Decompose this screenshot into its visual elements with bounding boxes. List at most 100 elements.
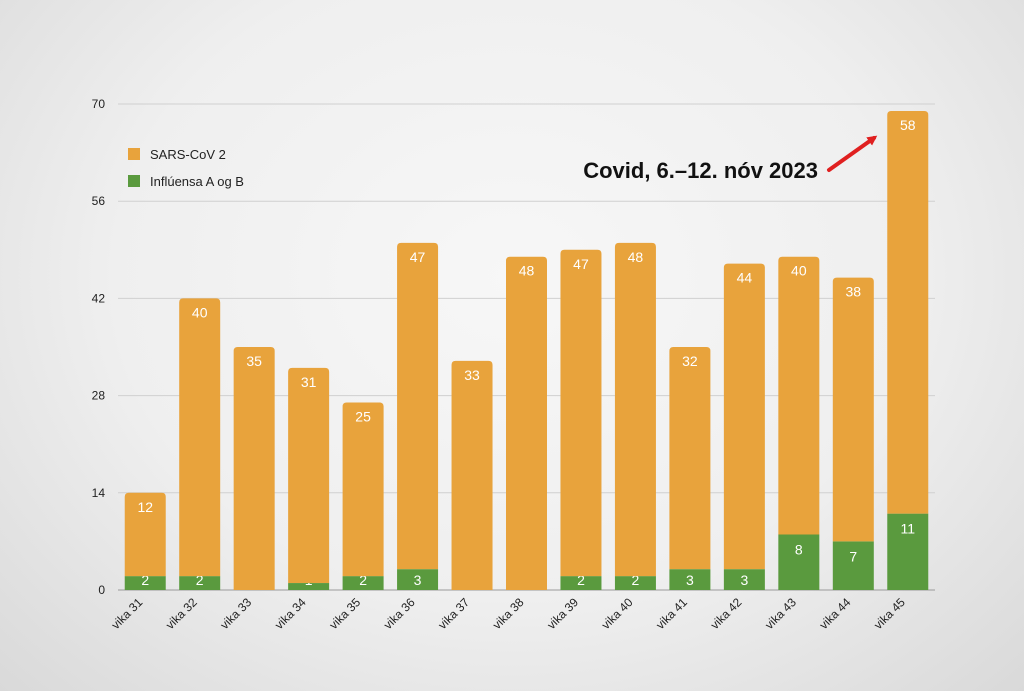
bar-segment-sars-cov-2 — [124, 492, 166, 577]
bar-value-label: 40 — [791, 263, 807, 279]
y-tick-label: 14 — [92, 486, 106, 500]
bar-segment-sars-cov-2 — [342, 402, 384, 577]
bar-segment-sars-cov-2 — [560, 249, 602, 577]
bar-segment-influensa — [342, 576, 384, 590]
legend-label: SARS-CoV 2 — [150, 147, 226, 162]
legend: SARS-CoV 2 Inflúensa A og B — [128, 147, 244, 189]
bar-group-vika-34: 131 — [288, 367, 330, 590]
x-tick-label: vika 44 — [817, 595, 854, 632]
bar-group-vika-45: 11 58 — [887, 110, 929, 590]
bars: 2 12 2 40 35 131 2 25 3 47 33 48 2 47 2 48 3 32 3 44 8 40 7 38 1… — [124, 110, 929, 590]
bar-value-label: 25 — [355, 409, 371, 425]
bar-segment-sars-cov-2 — [506, 256, 547, 590]
bar-segment-influensa — [560, 576, 602, 590]
bar-value-label: 2 — [632, 572, 640, 588]
x-tick-label: vika 36 — [381, 595, 418, 632]
bar-segment-sars-cov-2 — [233, 347, 275, 590]
bar-segment-sars-cov-2 — [832, 277, 874, 542]
bar-value-label: 48 — [628, 249, 644, 265]
bar-segment-influensa — [288, 583, 330, 590]
bar-segment-sars-cov-2 — [288, 367, 330, 584]
bar-group-vika-36: 3 47 — [397, 242, 439, 590]
bar-value-label: 2 — [196, 572, 204, 588]
bar-segment-influensa — [397, 569, 439, 590]
x-tick-label: vika 43 — [762, 595, 799, 632]
x-tick-label: vika 42 — [708, 595, 745, 632]
bar-value-label: 48 — [519, 263, 535, 279]
bar-group-vika-32: 2 40 — [179, 298, 221, 590]
bar-group-vika-33: 35 — [233, 347, 275, 590]
bar-segment-influensa — [832, 541, 874, 590]
bar-value-label: 38 — [846, 284, 862, 300]
bar-segment-influensa — [179, 576, 221, 590]
bar-value-label: 33 — [464, 367, 480, 383]
bar-group-vika-42: 3 44 — [723, 263, 765, 590]
bar-value-label: 3 — [414, 572, 422, 588]
x-tick-label: vika 41 — [653, 595, 690, 632]
annotation: Covid, 6.–12. nóv 2023 — [583, 135, 878, 183]
bar-value-label: 12 — [137, 499, 153, 515]
bar-segment-sars-cov-2 — [397, 242, 439, 570]
bar-segment-sars-cov-2 — [887, 110, 929, 514]
bar-value-label: 7 — [849, 548, 857, 564]
y-tick-label: 42 — [92, 291, 106, 305]
x-tick-label: vika 31 — [109, 595, 146, 632]
annotation-text: Covid, 6.–12. nóv 2023 — [583, 158, 818, 183]
x-tick-label: vika 39 — [544, 595, 581, 632]
x-axis-labels: vika 31 vika 32 vika 33 vika 34 vika 35 vika … — [109, 595, 909, 632]
bar-segment-sars-cov-2 — [451, 360, 493, 590]
y-tick-label: 28 — [92, 389, 106, 403]
bar-value-label: 47 — [410, 249, 426, 265]
bar-value-label: 2 — [359, 572, 367, 588]
bar-group-vika-40: 2 48 — [614, 242, 656, 590]
bar-segment-influensa — [723, 569, 765, 590]
bar-segment-influensa — [778, 534, 820, 590]
x-tick-label: vika 37 — [435, 595, 472, 632]
bar-group-vika-37: 33 — [451, 360, 493, 590]
bar-group-vika-43: 8 40 — [778, 256, 820, 590]
y-tick-label: 70 — [92, 97, 106, 111]
bar-segment-sars-cov-2 — [669, 347, 711, 570]
bar-group-vika-39: 2 47 — [560, 249, 602, 590]
bar-segment-influensa — [669, 569, 711, 590]
bar-value-label: 2 — [141, 572, 149, 588]
bar-group-vika-44: 7 38 — [832, 277, 874, 590]
x-tick-label: vika 38 — [490, 595, 527, 632]
legend-swatch — [128, 148, 140, 160]
bar-segment-influensa — [124, 576, 166, 590]
legend-label: Inflúensa A og B — [150, 174, 244, 189]
bar-value-label: 35 — [246, 353, 262, 369]
bar-value-label: 11 — [900, 521, 915, 537]
x-tick-label: vika 33 — [217, 595, 254, 632]
annotation-arrow — [827, 135, 878, 172]
x-tick-label: vika 32 — [163, 595, 200, 632]
x-tick-label: vika 34 — [272, 595, 309, 632]
bar-value-label: 31 — [301, 374, 317, 390]
y-tick-label: 0 — [98, 583, 105, 597]
bar-value-label: 3 — [686, 572, 694, 588]
bar-value-label: 44 — [737, 270, 753, 286]
x-tick-label: vika 35 — [326, 595, 363, 632]
bar-value-label: 47 — [573, 256, 589, 272]
bar-group-vika-38: 48 — [506, 256, 547, 590]
bar-value-label: 58 — [900, 117, 916, 133]
bar-segment-sars-cov-2 — [723, 263, 765, 570]
bar-segment-influensa — [614, 576, 656, 590]
bar-segment-sars-cov-2 — [614, 242, 656, 577]
legend-swatch — [128, 175, 140, 187]
bar-value-label: 40 — [192, 304, 208, 320]
bar-group-vika-31: 2 12 — [124, 492, 166, 590]
bar-group-vika-35: 2 25 — [342, 402, 384, 590]
bar-segment-sars-cov-2 — [778, 256, 820, 535]
bar-segment-sars-cov-2 — [179, 298, 221, 577]
bar-group-vika-41: 3 32 — [669, 347, 711, 590]
bar-value-label: 2 — [577, 572, 585, 588]
y-tick-label: 56 — [92, 194, 106, 208]
x-tick-label: vika 45 — [871, 595, 908, 632]
bar-segment-influensa — [887, 513, 929, 590]
bar-value-label: 32 — [682, 353, 698, 369]
x-tick-label: vika 40 — [599, 595, 636, 632]
bar-value-label: 3 — [740, 572, 748, 588]
bar-value-label: 8 — [795, 541, 803, 557]
